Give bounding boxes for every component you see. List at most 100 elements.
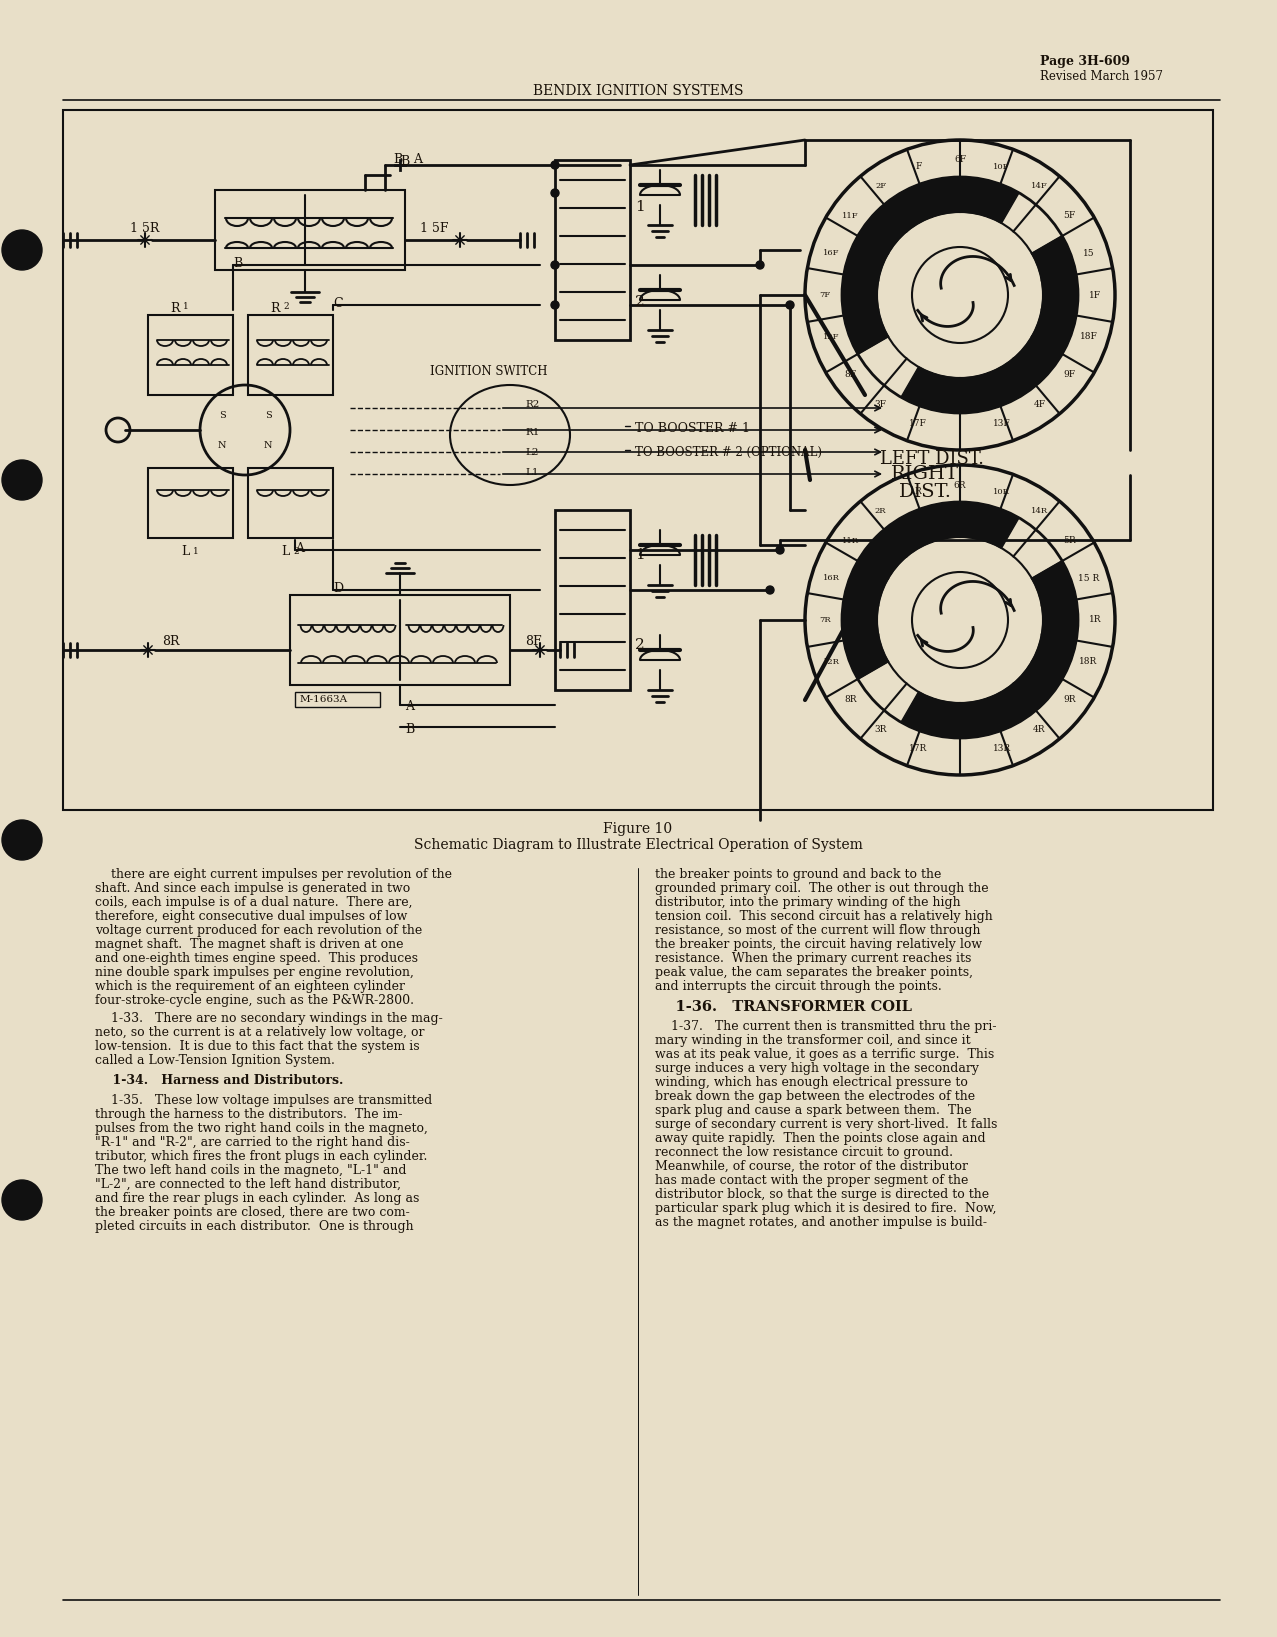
- Text: peak value, the cam separates the breaker points,: peak value, the cam separates the breake…: [655, 966, 973, 979]
- Text: distributor block, so that the surge is directed to the: distributor block, so that the surge is …: [655, 1188, 990, 1202]
- Text: 4F: 4F: [1033, 399, 1046, 409]
- Bar: [148, 468, 232, 539]
- Text: 1: 1: [183, 301, 189, 311]
- Text: L1: L1: [525, 468, 539, 476]
- Text: 1 5R: 1 5R: [130, 223, 160, 236]
- Circle shape: [550, 301, 559, 309]
- Bar: [295, 692, 381, 707]
- Text: TO BOOSTER # 1: TO BOOSTER # 1: [635, 422, 750, 435]
- Text: resistance.  When the primary current reaches its: resistance. When the primary current rea…: [655, 953, 972, 964]
- Bar: [215, 190, 405, 270]
- Text: 10F: 10F: [994, 162, 1010, 170]
- Text: 6F: 6F: [954, 156, 967, 164]
- Circle shape: [3, 1180, 42, 1220]
- Text: 7F: 7F: [820, 291, 830, 300]
- Text: LEFT DIST.: LEFT DIST.: [880, 450, 985, 468]
- Text: 16R: 16R: [824, 575, 840, 583]
- Text: and interrupts the circuit through the points.: and interrupts the circuit through the p…: [655, 981, 941, 994]
- Text: the breaker points, the circuit having relatively low: the breaker points, the circuit having r…: [655, 938, 982, 951]
- Text: Page 3H-609: Page 3H-609: [1039, 56, 1130, 69]
- Text: 17R: 17R: [909, 743, 927, 753]
- Text: 2: 2: [292, 547, 299, 557]
- Text: 2R: 2R: [875, 507, 886, 514]
- Bar: [290, 594, 510, 684]
- Text: 3F: 3F: [875, 399, 886, 409]
- Text: 8F: 8F: [525, 635, 541, 648]
- Text: B: B: [393, 152, 402, 165]
- Circle shape: [550, 260, 559, 268]
- Text: "L-2", are connected to the left hand distributor,: "L-2", are connected to the left hand di…: [94, 1179, 401, 1192]
- Text: R: R: [271, 301, 280, 314]
- Polygon shape: [902, 561, 1078, 738]
- Polygon shape: [902, 236, 1078, 413]
- Text: R1: R1: [525, 427, 539, 437]
- Text: resistance, so most of the current will flow through: resistance, so most of the current will …: [655, 923, 981, 936]
- Bar: [248, 314, 333, 395]
- Text: 18F: 18F: [1079, 332, 1097, 340]
- Text: RIGHT: RIGHT: [891, 465, 959, 483]
- Text: reconnect the low resistance circuit to ground.: reconnect the low resistance circuit to …: [655, 1146, 953, 1159]
- Text: 14R: 14R: [1031, 507, 1048, 514]
- Text: M-1663A: M-1663A: [300, 696, 349, 704]
- Text: 8R: 8R: [844, 694, 857, 704]
- Text: 12R: 12R: [824, 658, 840, 666]
- Text: L: L: [281, 545, 289, 558]
- Circle shape: [756, 260, 764, 268]
- Text: 8F: 8F: [844, 370, 857, 378]
- Text: shaft. And since each impulse is generated in two: shaft. And since each impulse is generat…: [94, 882, 410, 895]
- Text: 17F: 17F: [909, 419, 927, 427]
- Text: 1 5F: 1 5F: [420, 223, 448, 236]
- Text: 2F: 2F: [875, 182, 886, 190]
- Text: 1R: 1R: [1089, 616, 1101, 624]
- Circle shape: [787, 301, 794, 309]
- Text: 5F: 5F: [1062, 211, 1075, 219]
- Text: has made contact with the proper segment of the: has made contact with the proper segment…: [655, 1174, 968, 1187]
- Text: DIST.: DIST.: [899, 483, 951, 501]
- Text: pulses from the two right hand coils in the magneto,: pulses from the two right hand coils in …: [94, 1121, 428, 1134]
- Text: the breaker points to ground and back to the: the breaker points to ground and back to…: [655, 868, 941, 881]
- Text: voltage current produced for each revolution of the: voltage current produced for each revolu…: [94, 923, 423, 936]
- Text: neto, so the current is at a relatively low voltage, or: neto, so the current is at a relatively …: [94, 1026, 424, 1039]
- Text: F: F: [916, 162, 922, 172]
- Text: R: R: [914, 488, 922, 496]
- Text: 1-34.   Harness and Distributors.: 1-34. Harness and Distributors.: [94, 1074, 344, 1087]
- Text: B: B: [400, 156, 409, 169]
- Text: and fire the rear plugs in each cylinder.  As long as: and fire the rear plugs in each cylinder…: [94, 1192, 419, 1205]
- Text: 12F: 12F: [824, 332, 840, 340]
- Text: Meanwhile, of course, the rotor of the distributor: Meanwhile, of course, the rotor of the d…: [655, 1161, 968, 1174]
- Text: 2: 2: [635, 295, 645, 309]
- Text: B: B: [232, 257, 243, 270]
- Text: spark plug and cause a spark between them.  The: spark plug and cause a spark between the…: [655, 1103, 972, 1116]
- Text: coils, each impulse is of a dual nature.  There are,: coils, each impulse is of a dual nature.…: [94, 895, 412, 909]
- Circle shape: [3, 460, 42, 499]
- Text: 1F: 1F: [1089, 290, 1101, 300]
- Text: 8R: 8R: [162, 635, 180, 648]
- Text: tension coil.  This second circuit has a relatively high: tension coil. This second circuit has a …: [655, 910, 992, 923]
- Bar: [555, 511, 630, 691]
- Text: 15: 15: [1083, 249, 1094, 257]
- Text: 3R: 3R: [875, 725, 886, 733]
- Text: BENDIX IGNITION SYSTEMS: BENDIX IGNITION SYSTEMS: [533, 83, 743, 98]
- Circle shape: [550, 188, 559, 196]
- Circle shape: [3, 820, 42, 859]
- Text: Figure 10: Figure 10: [604, 822, 673, 837]
- Text: four-stroke-cycle engine, such as the P&WR-2800.: four-stroke-cycle engine, such as the P&…: [94, 994, 414, 1007]
- Text: as the magnet rotates, and another impulse is build-: as the magnet rotates, and another impul…: [655, 1216, 987, 1229]
- Text: distributor, into the primary winding of the high: distributor, into the primary winding of…: [655, 895, 960, 909]
- Polygon shape: [842, 177, 1019, 354]
- Text: B: B: [405, 724, 414, 737]
- Text: 14F: 14F: [1031, 182, 1047, 190]
- Text: was at its peak value, it goes as a terrific surge.  This: was at its peak value, it goes as a terr…: [655, 1048, 995, 1061]
- Text: 1-37.   The current then is transmitted thru the pri-: 1-37. The current then is transmitted th…: [655, 1020, 996, 1033]
- Text: 15 R: 15 R: [1078, 575, 1099, 583]
- Text: R: R: [170, 301, 180, 314]
- Text: L: L: [181, 545, 189, 558]
- Text: 5R: 5R: [1062, 537, 1075, 545]
- Text: The two left hand coils in the magneto, "L-1" and: The two left hand coils in the magneto, …: [94, 1164, 406, 1177]
- Text: 10R: 10R: [994, 488, 1010, 496]
- Text: "R-1" and "R-2", are carried to the right hand dis-: "R-1" and "R-2", are carried to the righ…: [94, 1136, 410, 1149]
- Text: 13R: 13R: [992, 743, 1011, 753]
- Text: 2: 2: [283, 301, 289, 311]
- Text: 1: 1: [635, 548, 645, 561]
- Text: 1: 1: [193, 547, 199, 557]
